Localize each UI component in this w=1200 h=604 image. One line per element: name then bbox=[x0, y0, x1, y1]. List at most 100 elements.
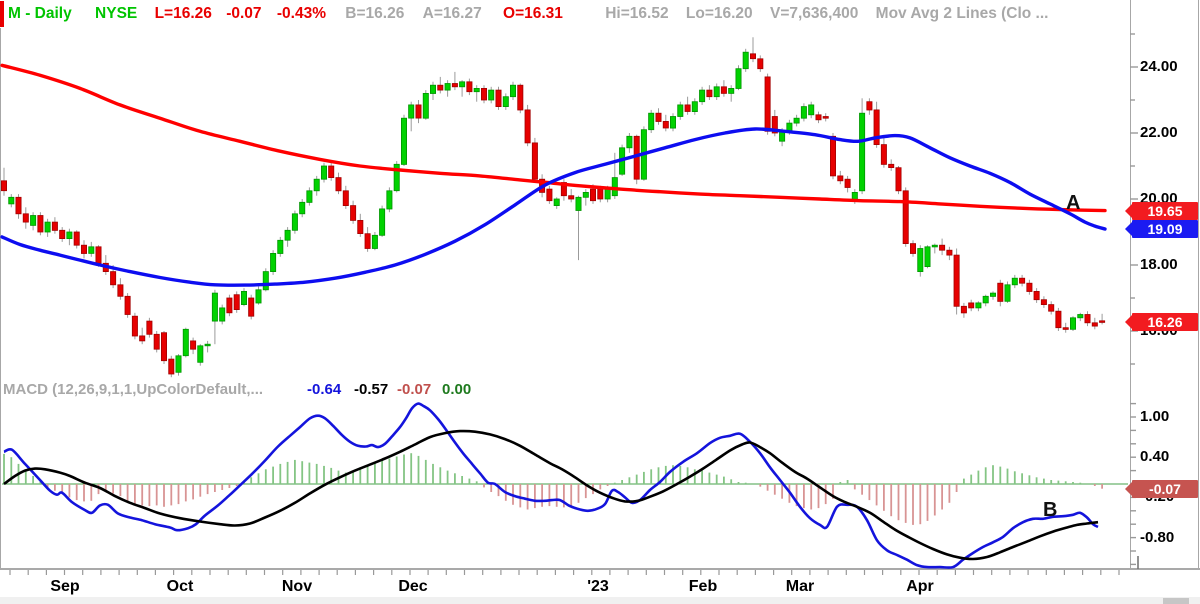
candle-down bbox=[771, 116, 778, 134]
candle-down bbox=[451, 83, 458, 88]
candle-up bbox=[509, 84, 516, 98]
price-axis-divider bbox=[1130, 0, 1131, 568]
macd-indicator-header: MACD (12,26,9,1,1,UpColorDefault,... -0.… bbox=[3, 381, 471, 398]
candle-up bbox=[1070, 317, 1077, 330]
month-label-Oct[interactable]: Oct bbox=[166, 578, 194, 595]
candle-up bbox=[219, 307, 226, 322]
candle-up bbox=[270, 252, 277, 272]
month-label-Dec[interactable]: Dec bbox=[398, 578, 428, 595]
month-label-Mar[interactable]: Mar bbox=[785, 578, 815, 595]
candle-down bbox=[437, 84, 444, 91]
candle-down bbox=[81, 244, 88, 254]
open-field: O=16.31 bbox=[503, 5, 563, 22]
candle-up bbox=[371, 234, 378, 249]
candle-up bbox=[379, 208, 386, 236]
candle-up bbox=[626, 135, 633, 149]
last-price-badge: 16.26 bbox=[1125, 313, 1198, 332]
macd-tick-label: 1.00 bbox=[1140, 408, 1170, 425]
candle-down bbox=[1033, 290, 1040, 301]
price-tick-label: 18.00 bbox=[1140, 256, 1178, 273]
candle-up bbox=[429, 84, 436, 94]
candle-down bbox=[342, 190, 349, 207]
horizontal-scrollbar-thumb[interactable] bbox=[1163, 598, 1189, 604]
candle-down bbox=[662, 121, 669, 129]
candle-up bbox=[88, 246, 95, 254]
candle-up bbox=[931, 244, 938, 248]
candle-up bbox=[408, 104, 415, 119]
candle-down bbox=[357, 219, 364, 234]
candle-down bbox=[1019, 277, 1026, 284]
exchange-label: NYSE bbox=[95, 5, 138, 22]
bid-field: B=16.26 bbox=[345, 5, 405, 22]
candle-down bbox=[495, 89, 502, 107]
candle-down bbox=[953, 254, 960, 307]
candle-down bbox=[110, 271, 117, 286]
month-label-Feb[interactable]: Feb bbox=[688, 578, 718, 595]
month-label-Apr[interactable]: Apr bbox=[906, 578, 934, 595]
candle-up bbox=[793, 117, 800, 124]
candle-down bbox=[226, 297, 233, 314]
candle-down bbox=[1048, 304, 1055, 312]
candle-up bbox=[1011, 277, 1018, 286]
candle-up bbox=[553, 198, 560, 206]
low-field: Lo=16.20 bbox=[685, 5, 753, 22]
candle-down bbox=[124, 295, 131, 315]
candle-down bbox=[880, 144, 887, 165]
candle-down bbox=[415, 104, 422, 119]
change-field: -0.07 bbox=[226, 5, 262, 22]
candle-down bbox=[160, 332, 167, 362]
candle-up bbox=[197, 345, 204, 363]
candle-up bbox=[742, 51, 749, 70]
candle-down bbox=[895, 167, 902, 192]
candle-down bbox=[15, 196, 22, 215]
candle-down bbox=[546, 188, 553, 202]
candle-up bbox=[800, 106, 807, 119]
candle-up bbox=[575, 196, 582, 211]
candle-up bbox=[386, 190, 393, 210]
candle-down bbox=[757, 58, 764, 70]
study-label[interactable]: Mov Avg 2 Lines (Clo ... bbox=[875, 5, 1049, 22]
candle-down bbox=[524, 109, 531, 144]
high-field: Hi=16.52 bbox=[605, 5, 669, 22]
moving-average-slow[interactable] bbox=[0, 63, 1107, 213]
candle-up bbox=[284, 229, 291, 241]
macd-tick-label: -0.80 bbox=[1140, 528, 1175, 546]
macd-value: -0.64 bbox=[307, 381, 342, 398]
candle-up bbox=[66, 231, 73, 239]
candle-down bbox=[750, 53, 757, 60]
candle-down bbox=[830, 135, 837, 177]
candle-down bbox=[59, 229, 66, 240]
macd-params-label[interactable]: MACD (12,26,9,1,1,UpColorDefault,... bbox=[3, 381, 264, 398]
hist-value: -0.07 bbox=[397, 381, 432, 398]
candle-down bbox=[95, 246, 102, 264]
candle-up bbox=[175, 355, 182, 373]
candle-down bbox=[997, 282, 1004, 302]
candle-down bbox=[480, 88, 487, 101]
candle-down bbox=[0, 180, 7, 192]
candle-down bbox=[706, 89, 713, 98]
candle-down bbox=[37, 215, 44, 233]
candle-down bbox=[946, 249, 953, 256]
candle-up bbox=[859, 112, 866, 192]
window-right-border bbox=[1198, 0, 1199, 568]
candle-up bbox=[306, 190, 313, 203]
candle-up bbox=[299, 201, 306, 215]
month-label-Nov[interactable]: Nov bbox=[281, 578, 313, 595]
symbol-timeframe[interactable]: M - Daily bbox=[8, 5, 72, 22]
signal-value: -0.57 bbox=[354, 381, 389, 398]
macd-tick-label: 0.40 bbox=[1140, 448, 1170, 466]
moving-average-fast[interactable] bbox=[0, 127, 1107, 287]
month-label-23[interactable]: '23 bbox=[587, 578, 609, 595]
candle-down bbox=[822, 116, 829, 119]
ask-field: A=16.27 bbox=[422, 5, 482, 22]
candle-up bbox=[975, 302, 982, 309]
candle-up bbox=[990, 292, 997, 297]
candle-down bbox=[1026, 282, 1033, 292]
candle-down bbox=[1040, 299, 1047, 306]
macd-signal-line[interactable] bbox=[3, 429, 1099, 561]
horizontal-scrollbar-track[interactable] bbox=[0, 597, 1200, 604]
candle-up bbox=[1004, 284, 1011, 302]
candle-up bbox=[240, 290, 247, 305]
month-label-Sep[interactable]: Sep bbox=[50, 578, 80, 595]
